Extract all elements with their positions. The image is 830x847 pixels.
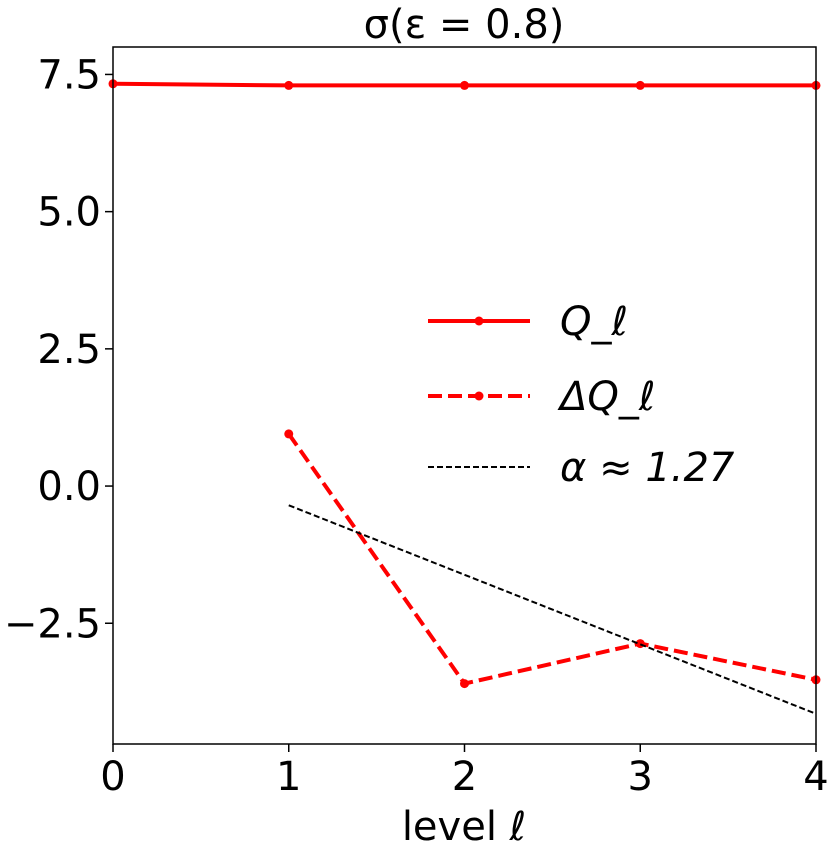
plot-area [108,79,821,715]
y-tick-label: 7.5 [37,52,101,98]
x-axis-label: level ℓ [402,804,526,847]
y-tick-label: 5.0 [37,190,101,236]
legend-label-dq: ΔQ_ℓ [557,374,655,420]
x-tick-label: 3 [628,754,653,800]
plot-frame [112,46,817,745]
legend: Q_ℓ ΔQ_ℓ α ≈ 1.27 [428,299,735,491]
x-tick-label: 1 [276,754,301,800]
x-tick-label: 2 [452,754,477,800]
series-dq-line [287,432,817,686]
legend-label-q: Q_ℓ [560,299,628,345]
x-tick-label: 4 [803,754,828,800]
y-tick-label: −2.5 [4,601,101,647]
series-q-point [635,80,645,90]
legend-marker-dq [474,391,484,401]
legend-label-alpha: α ≈ 1.27 [560,445,735,491]
chart-title: σ(ε = 0.8) [364,2,565,48]
series-q-point [460,80,469,90]
series-dq-point [284,429,294,439]
x-tick-label: 0 [100,754,125,800]
legend-marker-q [474,316,484,326]
series-q-point [284,80,294,90]
series-dq-point [460,679,469,689]
series-alpha-fit-line [288,504,817,715]
y-tick-label: 0.0 [37,464,101,510]
ticks: 0 1 2 3 4 −2.5 0.0 2.5 5.0 7.5 [4,52,829,800]
y-tick-label: 2.5 [37,327,101,373]
